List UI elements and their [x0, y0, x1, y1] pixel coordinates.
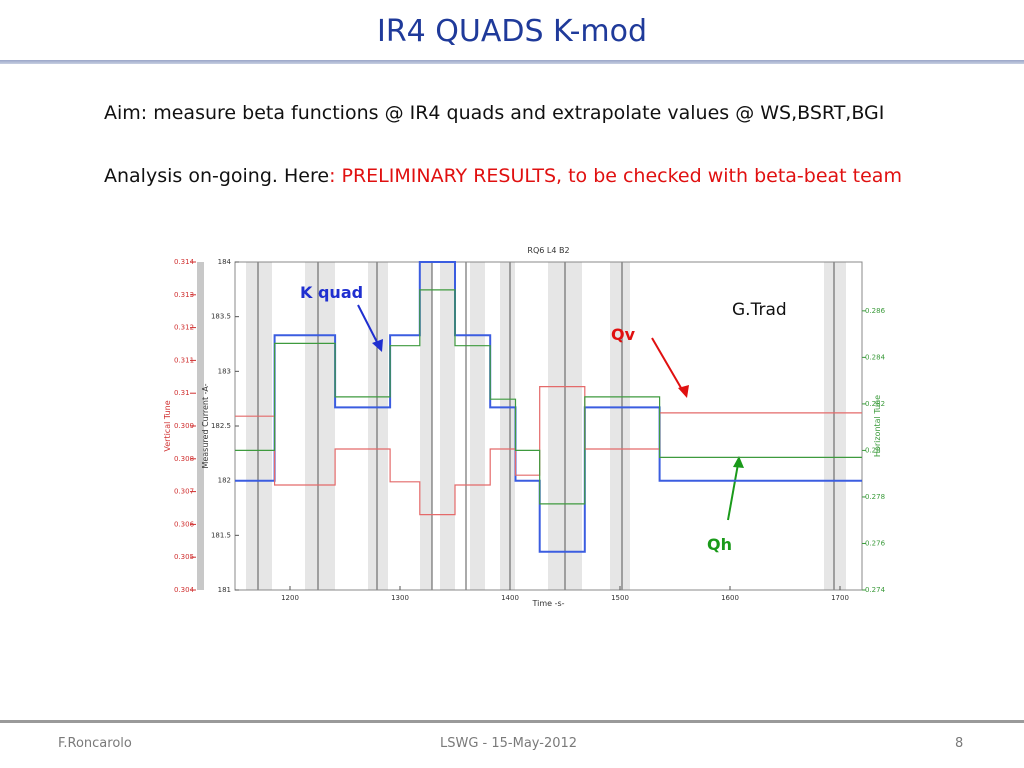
y2-tick-label: 0.312 [174, 324, 194, 332]
y2-tick-label: 0.308 [174, 455, 194, 463]
footer-author: F.Roncarolo [58, 736, 132, 751]
y3-tick-label: 0.286 [865, 307, 886, 315]
y2-tick-label: 0.314 [174, 258, 195, 266]
qh-arrow [727, 463, 739, 521]
y3-tick-label: 0.278 [865, 493, 885, 501]
status-text: Analysis on-going. Here: PRELIMINARY RES… [104, 165, 902, 187]
y-tick-label: 181.5 [211, 531, 231, 539]
k-quad-arrowhead [372, 339, 383, 352]
x-tick-label: 1700 [831, 594, 849, 602]
y-tick-label: 183.5 [211, 313, 231, 321]
axis-strip [197, 262, 204, 590]
title-rule [0, 60, 1024, 64]
y-tick-label: 181 [218, 586, 231, 594]
y2-tick-label: 0.304 [174, 586, 195, 594]
k-quad-arrow [357, 304, 381, 349]
window-lines [257, 262, 835, 590]
y3-tick-label: 0.282 [865, 400, 885, 408]
status: Analysis on-going. Here [104, 165, 330, 187]
y-tick-label: 182 [218, 477, 231, 485]
y-tick-label: 184 [218, 258, 232, 266]
chart-title: RQ6 L4 B2 [527, 246, 569, 255]
qv-arrowhead [678, 385, 689, 398]
y-tick-label: 182.5 [211, 422, 231, 430]
y2-tick-label: 0.313 [174, 291, 194, 299]
author-label: G.Trad [732, 300, 787, 320]
x-tick-label: 1200 [281, 594, 299, 602]
qh-label: Qh [707, 535, 732, 554]
series-line [235, 289, 862, 505]
aim-text: Aim: measure beta functions @ IR4 quads … [104, 102, 885, 124]
status-highlight: : PRELIMINARY RESULTS, to be checked wit… [329, 165, 902, 187]
page-number: 8 [955, 736, 964, 751]
y-axis-label: Measured Current -A- [201, 383, 210, 468]
x-axis-label: Time -s- [531, 599, 564, 608]
y2-tick-label: 0.307 [174, 488, 194, 496]
y2-tick-label: 0.309 [174, 422, 194, 430]
x-tick-label: 1400 [501, 594, 519, 602]
y2-tick-label: 0.311 [174, 356, 194, 364]
y3-axis-label: Horizontal Tune [873, 395, 882, 457]
x-tick-label: 1600 [721, 594, 739, 602]
footer-event: LSWG - 15-May-2012 [440, 736, 578, 751]
figure-bg [165, 245, 880, 605]
y3-tick-label: 0.284 [865, 353, 886, 361]
footer-rule [0, 720, 1024, 723]
qh-arrowhead [733, 456, 744, 468]
y3-tick-label: 0.276 [865, 539, 886, 547]
y2-tick-label: 0.306 [174, 520, 195, 528]
qv-label: Qv [611, 325, 636, 344]
y2-tick-label: 0.31 [174, 389, 190, 397]
slide-title: IR4 QUADS K-mod [376, 14, 648, 49]
k-quad-label: K quad [300, 283, 363, 302]
y2-axis-label: Vertical Tune [163, 400, 172, 451]
x-tick-label: 1500 [611, 594, 629, 602]
y3-tick-label: 0.28 [865, 446, 881, 454]
y3-tick-label: 0.274 [865, 586, 886, 594]
y2-tick-label: 0.305 [174, 553, 194, 561]
x-tick-label: 1300 [391, 594, 409, 602]
y-tick-label: 183 [218, 367, 231, 375]
qv-arrow [651, 337, 685, 394]
